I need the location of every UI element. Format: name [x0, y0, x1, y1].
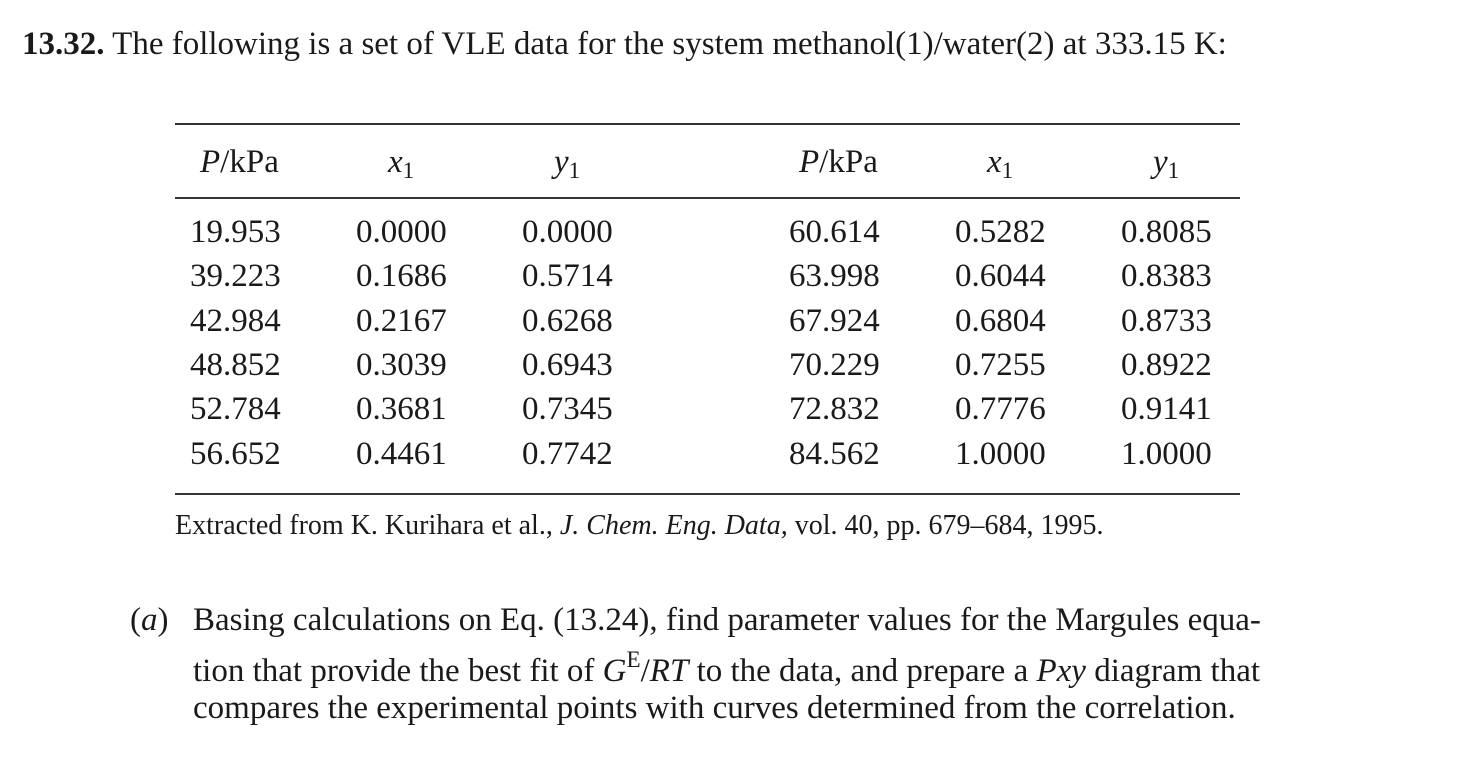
table-cell: 67.924 [789, 302, 880, 339]
table-cell: 70.229 [789, 346, 880, 383]
text-segment: y [1153, 144, 1168, 180]
column-header: x1 [987, 146, 1013, 182]
text-segment: x [987, 144, 1002, 180]
text-segment: / [640, 652, 650, 689]
text-segment: x [388, 144, 403, 180]
column-header: y1 [554, 146, 580, 182]
table-cell: 0.9141 [1121, 391, 1212, 428]
text-segment: to the data, and prepare a [688, 652, 1037, 689]
text-segment: Extracted from K. Kurihara et al., [175, 510, 560, 541]
part-text-line: tion that provide the best fit of GE/RT … [193, 646, 1261, 689]
text-segment: ) [157, 602, 169, 638]
text-segment: tion that provide the best fit of [193, 652, 603, 689]
column-header: x1 [388, 146, 414, 182]
column-header: P/kPa [200, 146, 279, 179]
text-segment: J. Chem. Eng. Data, [559, 510, 788, 541]
problem-heading: 13.32. The following is a set of VLE dat… [22, 28, 1227, 61]
text-segment: a [141, 602, 158, 638]
text-segment: Basing calculations on Eq. (13.24), find… [193, 602, 1261, 638]
table-cell: 0.8383 [1121, 258, 1212, 295]
table-cell: 52.784 [190, 391, 281, 428]
table-cell: 0.3681 [356, 391, 447, 428]
column-header: P/kPa [799, 146, 878, 179]
table-cell: 63.998 [789, 258, 880, 295]
table-cell: 19.953 [190, 214, 281, 250]
table-cell: 72.832 [789, 391, 880, 428]
text-segment: 1 [1001, 156, 1014, 183]
table-cell: 0.0000 [356, 214, 447, 250]
text-segment: compares the experimental points with cu… [193, 690, 1236, 726]
table-cell: 39.223 [190, 258, 281, 295]
table-caption: Extracted from K. Kurihara et al., J. Ch… [175, 512, 1103, 540]
table-cell: 0.3039 [356, 346, 447, 383]
table-cell: 0.7742 [522, 435, 613, 472]
table-cell: 0.6943 [522, 346, 613, 383]
part-text-line: Basing calculations on Eq. (13.24), find… [193, 604, 1261, 637]
problem-statement: The following is a set of VLE data for t… [112, 26, 1227, 62]
table-cell: 60.614 [789, 214, 880, 250]
table-cell: 0.7255 [955, 346, 1046, 383]
text-segment: ( [130, 602, 141, 638]
part-label: (a) [130, 604, 169, 637]
table-top-rule [175, 123, 1240, 125]
text-segment: 1 [402, 156, 415, 183]
table-cell: 0.7776 [955, 391, 1046, 428]
text-segment: /kPa [819, 144, 878, 180]
table-cell: 0.8085 [1121, 214, 1212, 250]
text-segment: Pxy [1036, 652, 1086, 689]
text-segment: RT [649, 652, 689, 689]
text-segment: G [602, 652, 627, 689]
table-cell: 0.5714 [522, 258, 613, 295]
table-cell: 1.0000 [1121, 435, 1212, 472]
table-cell: 0.7345 [522, 391, 613, 428]
table-cell: 0.4461 [356, 435, 447, 472]
table-cell: 0.6268 [522, 302, 613, 339]
table-cell: 0.5282 [955, 214, 1046, 250]
table-header-rule [175, 197, 1240, 199]
text-segment: 1 [1167, 156, 1180, 183]
table-cell: 1.0000 [955, 435, 1046, 472]
table-cell: 48.852 [190, 346, 281, 383]
table-cell: 0.6804 [955, 302, 1046, 339]
table-cell: 0.6044 [955, 258, 1046, 295]
text-segment: y [554, 144, 569, 180]
table-bottom-rule [175, 493, 1240, 495]
text-segment: E [626, 646, 641, 672]
text-segment: vol. 40, pp. 679–684, 1995. [787, 510, 1104, 541]
text-segment: 1 [568, 156, 581, 183]
table-cell: 84.562 [789, 435, 880, 472]
table-cell: 0.1686 [356, 258, 447, 295]
table-cell: 42.984 [190, 302, 281, 339]
table-cell: 0.0000 [522, 214, 613, 250]
problem-number: 13.32. [22, 26, 105, 62]
table-cell: 0.2167 [356, 302, 447, 339]
part-text-line: compares the experimental points with cu… [193, 692, 1236, 725]
text-segment: P [799, 144, 820, 180]
column-header: y1 [1153, 146, 1179, 182]
text-segment: diagram that [1085, 652, 1261, 689]
text-segment: /kPa [220, 144, 279, 180]
table-cell: 56.652 [190, 435, 281, 472]
table-cell: 0.8922 [1121, 346, 1212, 383]
table-cell: 0.8733 [1121, 302, 1212, 339]
text-segment: P [200, 144, 221, 180]
